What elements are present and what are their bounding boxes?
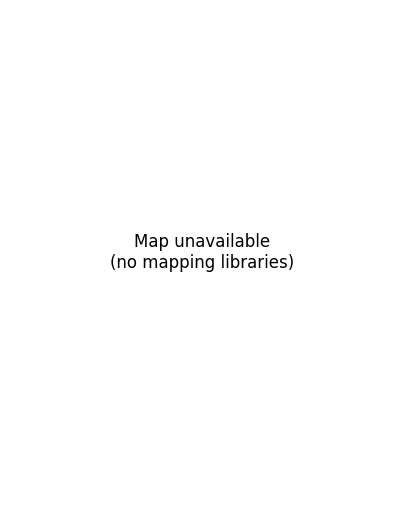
Text: Map unavailable
(no mapping libraries): Map unavailable (no mapping libraries) [110, 233, 294, 272]
